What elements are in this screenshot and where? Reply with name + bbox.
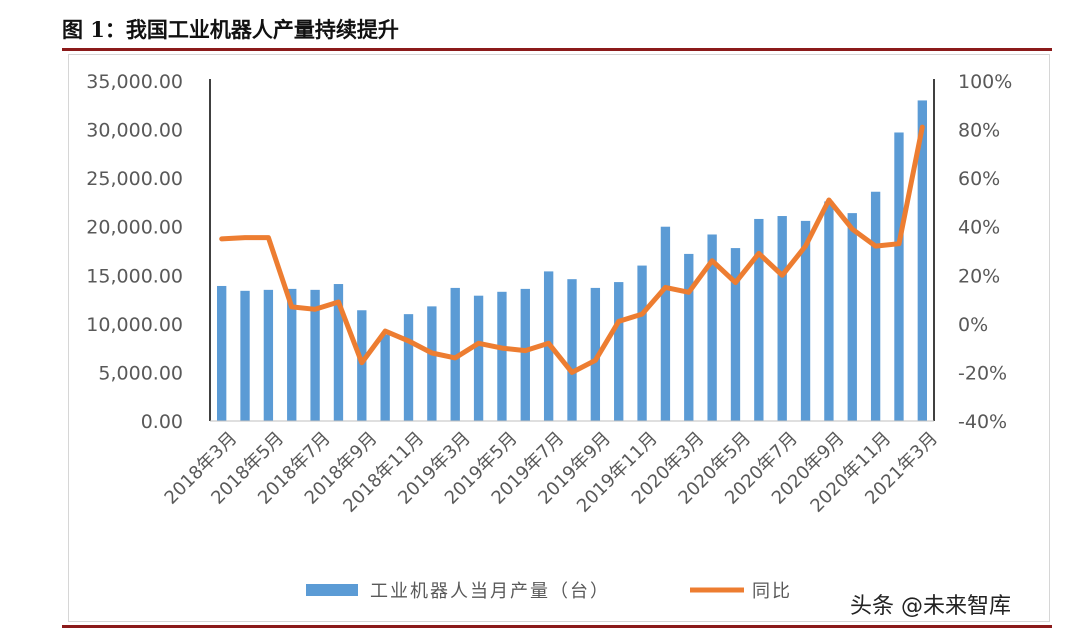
chart-frame [68, 54, 1050, 622]
y-left-tick-label: 0.00 [141, 411, 183, 433]
legend-label-bar: 工业机器人当月产量（台） [370, 581, 610, 602]
y-left-tick-label: 30,000.00 [86, 120, 183, 142]
figure-header: 图 1：我国工业机器人产量持续提升 [62, 10, 1052, 51]
bar-production [847, 213, 857, 421]
bar-production [870, 191, 881, 421]
bar-production [567, 279, 577, 421]
bar-production [614, 282, 624, 421]
y-left-tick-label: 10,000.00 [86, 314, 183, 336]
watermark-text: 头条 @未来智库 [850, 594, 1011, 619]
y-right-tick-label: 0% [958, 314, 988, 336]
bar-production [287, 288, 297, 421]
bar-production [637, 265, 647, 421]
bar-production [333, 284, 344, 421]
bar-production [754, 218, 764, 421]
y-right-tick-label: -40% [958, 411, 1007, 433]
bar-production [684, 253, 694, 421]
bar-production [403, 314, 414, 421]
bar-production [473, 295, 484, 421]
y-left-tick-label: 15,000.00 [86, 265, 183, 287]
bar-production [707, 234, 717, 421]
y-right-tick-label: 40% [958, 217, 1000, 239]
bar-production [730, 248, 741, 421]
bar-production [894, 132, 904, 421]
line-yoy [219, 124, 925, 375]
bar-production [660, 226, 671, 421]
legend-label-line: 同比 [752, 581, 792, 602]
bar-production [217, 285, 227, 421]
y-right-tick-label: -20% [958, 362, 1007, 384]
bottom-rule [62, 625, 1052, 628]
y-right-tick-label: 20% [958, 265, 1000, 287]
bar-production [310, 289, 320, 421]
bar-production [450, 287, 460, 421]
y-left-tick-label: 35,000.00 [86, 71, 183, 93]
bar-production [917, 100, 927, 421]
bar-production [380, 334, 390, 421]
bar-production [590, 287, 601, 421]
bar-production [497, 291, 507, 421]
figure-title: 图 1：我国工业机器人产量持续提升 [62, 17, 399, 42]
bar-production [520, 288, 530, 421]
y-right-tick-label: 60% [958, 168, 1000, 190]
legend-swatch-bar [306, 584, 358, 596]
bar-production [824, 201, 834, 421]
y-left-tick-label: 5,000.00 [98, 362, 183, 384]
y-left-tick-label: 25,000.00 [86, 168, 183, 190]
bar-production [800, 220, 811, 421]
bar-production [240, 290, 250, 421]
y-right-tick-label: 80% [958, 120, 1000, 142]
bar-production [357, 310, 367, 421]
y-right-tick-label: 100% [958, 71, 1012, 93]
bar-production [263, 289, 274, 421]
bar-production [427, 306, 437, 421]
y-left-tick-label: 20,000.00 [86, 217, 183, 239]
top-rule [62, 48, 1052, 51]
bar-production [777, 216, 787, 421]
